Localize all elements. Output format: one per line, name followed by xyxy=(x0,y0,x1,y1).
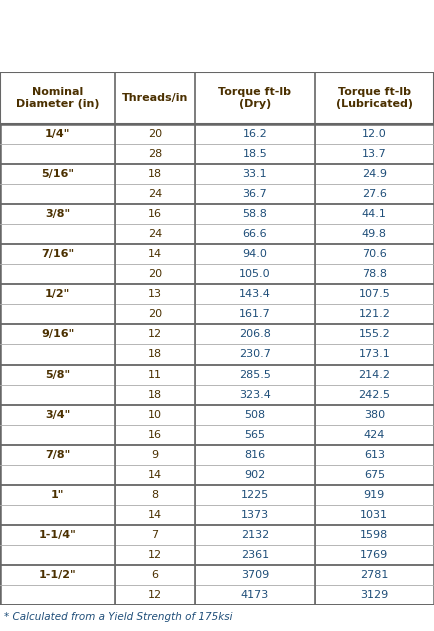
Text: 155.2: 155.2 xyxy=(358,329,390,339)
Text: 5/16": 5/16" xyxy=(41,169,74,179)
Text: 424: 424 xyxy=(364,430,385,440)
Text: 44.1: 44.1 xyxy=(362,209,387,219)
Text: 24: 24 xyxy=(148,189,162,199)
Text: Torque Chart: Torque Chart xyxy=(146,47,288,66)
Text: 6: 6 xyxy=(151,570,159,580)
Text: 20: 20 xyxy=(148,129,162,139)
Text: 675: 675 xyxy=(364,469,385,480)
Text: 20: 20 xyxy=(148,309,162,319)
Text: 5/8": 5/8" xyxy=(45,370,70,379)
Text: 78.8: 78.8 xyxy=(362,269,387,280)
Text: 1/4": 1/4" xyxy=(45,129,70,139)
Text: 1373: 1373 xyxy=(241,510,269,520)
Text: 143.4: 143.4 xyxy=(239,290,271,299)
Text: 18: 18 xyxy=(148,350,162,360)
Text: Inconel 718 Bolt/Screw: Inconel 718 Bolt/Screw xyxy=(91,18,343,37)
Text: 323.4: 323.4 xyxy=(239,389,271,399)
Text: 1769: 1769 xyxy=(360,550,388,560)
Text: 902: 902 xyxy=(244,469,266,480)
Text: 1598: 1598 xyxy=(360,530,388,540)
Text: 70.6: 70.6 xyxy=(362,249,387,259)
Text: 3/4": 3/4" xyxy=(45,410,70,420)
Text: 16: 16 xyxy=(148,430,162,440)
Text: 14: 14 xyxy=(148,469,162,480)
Text: Nominal
Diameter (in): Nominal Diameter (in) xyxy=(16,87,99,109)
Text: 10: 10 xyxy=(148,410,162,420)
Text: 12.0: 12.0 xyxy=(362,129,387,139)
Text: 107.5: 107.5 xyxy=(358,290,390,299)
Text: 7/16": 7/16" xyxy=(41,249,74,259)
Text: 36.7: 36.7 xyxy=(243,189,267,199)
Text: 28: 28 xyxy=(148,149,162,159)
Text: 14: 14 xyxy=(148,510,162,520)
Text: 2361: 2361 xyxy=(241,550,269,560)
Text: 14: 14 xyxy=(148,249,162,259)
Text: Torque ft-lb
(Lubricated): Torque ft-lb (Lubricated) xyxy=(336,87,413,109)
Text: 214.2: 214.2 xyxy=(358,370,390,379)
Text: 18.5: 18.5 xyxy=(243,149,267,159)
Text: 9: 9 xyxy=(151,450,159,460)
Text: 16.2: 16.2 xyxy=(243,129,267,139)
Text: 121.2: 121.2 xyxy=(358,309,390,319)
Text: 18: 18 xyxy=(148,389,162,399)
Text: 816: 816 xyxy=(244,450,266,460)
Text: 206.8: 206.8 xyxy=(239,329,271,339)
Text: 9/16": 9/16" xyxy=(41,329,74,339)
Text: Torque ft-lb
(Dry): Torque ft-lb (Dry) xyxy=(218,87,292,109)
Text: 919: 919 xyxy=(364,490,385,500)
Text: 11: 11 xyxy=(148,370,162,379)
Text: 613: 613 xyxy=(364,450,385,460)
Text: 49.8: 49.8 xyxy=(362,229,387,239)
Text: 565: 565 xyxy=(244,430,266,440)
Text: 242.5: 242.5 xyxy=(358,389,390,399)
Text: 13: 13 xyxy=(148,290,162,299)
Text: 24.9: 24.9 xyxy=(362,169,387,179)
Text: Threads/in: Threads/in xyxy=(122,93,188,103)
Text: 1-1/2": 1-1/2" xyxy=(39,570,76,580)
Text: 66.6: 66.6 xyxy=(243,229,267,239)
Text: 27.6: 27.6 xyxy=(362,189,387,199)
Text: 1225: 1225 xyxy=(241,490,269,500)
Text: 1/2": 1/2" xyxy=(45,290,70,299)
Text: 380: 380 xyxy=(364,410,385,420)
Text: 105.0: 105.0 xyxy=(239,269,271,280)
Text: 7: 7 xyxy=(151,530,159,540)
Text: 58.8: 58.8 xyxy=(243,209,267,219)
Text: 12: 12 xyxy=(148,590,162,600)
Text: 18: 18 xyxy=(148,169,162,179)
Text: 12: 12 xyxy=(148,329,162,339)
Text: 8: 8 xyxy=(151,490,159,500)
Text: 7/8": 7/8" xyxy=(45,450,70,460)
Text: 230.7: 230.7 xyxy=(239,350,271,360)
Text: 173.1: 173.1 xyxy=(358,350,390,360)
Text: 161.7: 161.7 xyxy=(239,309,271,319)
Text: 33.1: 33.1 xyxy=(243,169,267,179)
Text: 285.5: 285.5 xyxy=(239,370,271,379)
Text: 1031: 1031 xyxy=(360,510,388,520)
Text: 24: 24 xyxy=(148,229,162,239)
Text: 3709: 3709 xyxy=(241,570,269,580)
Text: 3/8": 3/8" xyxy=(45,209,70,219)
Text: 1-1/4": 1-1/4" xyxy=(39,530,76,540)
Text: 94.0: 94.0 xyxy=(243,249,267,259)
Text: 2781: 2781 xyxy=(360,570,388,580)
Text: 12: 12 xyxy=(148,550,162,560)
Text: 508: 508 xyxy=(244,410,266,420)
Text: 4173: 4173 xyxy=(241,590,269,600)
Text: * Calculated from a Yield Strength of 175ksi: * Calculated from a Yield Strength of 17… xyxy=(4,611,233,622)
Text: 1": 1" xyxy=(51,490,64,500)
Text: 16: 16 xyxy=(148,209,162,219)
Text: 13.7: 13.7 xyxy=(362,149,387,159)
Text: 20: 20 xyxy=(148,269,162,280)
Text: 2132: 2132 xyxy=(241,530,269,540)
Text: 3129: 3129 xyxy=(360,590,388,600)
